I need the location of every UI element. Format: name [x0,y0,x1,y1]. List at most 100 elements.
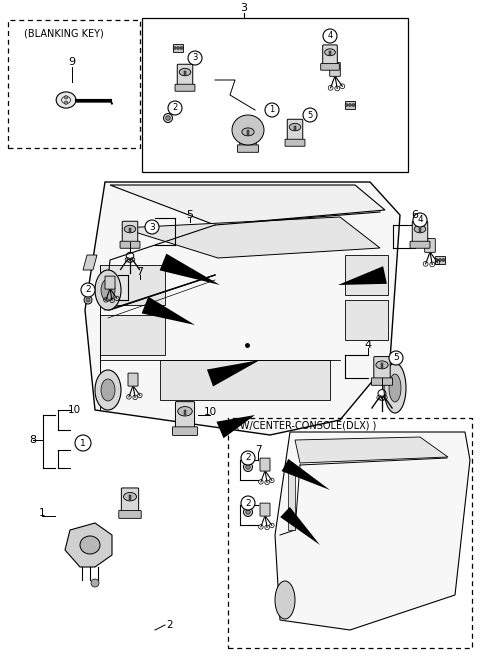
Circle shape [442,258,445,262]
FancyBboxPatch shape [372,378,393,386]
Ellipse shape [376,361,388,369]
Circle shape [435,258,438,262]
Ellipse shape [95,270,121,310]
Ellipse shape [178,407,192,416]
Circle shape [389,351,403,365]
Circle shape [173,47,176,49]
FancyBboxPatch shape [177,64,193,86]
FancyBboxPatch shape [172,427,197,436]
Ellipse shape [101,279,115,301]
Circle shape [145,220,159,234]
Bar [129,228,131,231]
Circle shape [246,465,250,469]
Polygon shape [216,415,255,438]
Polygon shape [282,459,330,490]
Circle shape [348,103,351,107]
Text: 4: 4 [364,340,372,350]
Polygon shape [160,360,330,400]
Circle shape [164,113,172,123]
Bar [184,71,186,74]
Polygon shape [207,360,260,386]
Text: 7: 7 [255,445,261,455]
Circle shape [168,101,182,115]
Text: 5: 5 [393,353,399,362]
FancyBboxPatch shape [120,241,140,248]
FancyBboxPatch shape [260,503,270,516]
Ellipse shape [384,363,406,413]
FancyBboxPatch shape [176,401,194,428]
Circle shape [352,103,355,107]
Bar [228,418,472,648]
Circle shape [241,496,255,510]
FancyBboxPatch shape [425,239,435,252]
Circle shape [91,579,99,587]
Bar [142,18,408,172]
FancyBboxPatch shape [410,241,430,248]
Circle shape [86,298,90,302]
Polygon shape [288,470,295,530]
Text: 1: 1 [39,508,45,518]
Text: 1: 1 [269,105,275,115]
Polygon shape [338,266,387,285]
Polygon shape [142,297,195,325]
Polygon shape [345,300,388,340]
Text: 6: 6 [411,210,419,220]
Bar [8,20,140,148]
Bar [173,44,183,52]
Bar [345,101,355,109]
Bar [435,256,445,264]
Text: 4: 4 [417,215,423,225]
Text: 8: 8 [29,435,36,445]
FancyBboxPatch shape [175,84,195,91]
Ellipse shape [232,115,264,145]
Ellipse shape [289,123,301,130]
FancyBboxPatch shape [128,373,138,386]
Text: 2: 2 [167,620,173,630]
Text: (BLANKING KEY): (BLANKING KEY) [24,29,104,39]
Ellipse shape [95,370,121,410]
Polygon shape [122,217,380,258]
Text: 2: 2 [172,103,178,113]
Bar [294,126,296,130]
Bar [419,228,421,231]
Circle shape [303,108,317,122]
FancyBboxPatch shape [321,64,339,71]
Ellipse shape [242,128,254,136]
FancyBboxPatch shape [238,145,259,152]
Bar [247,130,249,134]
Polygon shape [110,185,385,225]
Text: 7: 7 [136,267,144,277]
Ellipse shape [123,492,136,501]
Circle shape [75,435,91,451]
FancyBboxPatch shape [412,221,428,243]
Ellipse shape [324,49,336,56]
Circle shape [323,29,337,43]
Circle shape [345,103,348,107]
Circle shape [265,103,279,117]
Ellipse shape [414,225,426,233]
Circle shape [188,51,202,65]
Circle shape [64,101,68,105]
Bar [183,409,186,415]
Circle shape [64,96,68,99]
Ellipse shape [56,92,76,108]
FancyBboxPatch shape [260,458,270,471]
Polygon shape [100,315,165,355]
Polygon shape [160,254,220,285]
Ellipse shape [124,225,136,233]
FancyBboxPatch shape [240,124,256,146]
Ellipse shape [389,374,401,402]
FancyBboxPatch shape [285,139,305,146]
FancyBboxPatch shape [323,45,337,65]
FancyBboxPatch shape [122,221,138,243]
Ellipse shape [179,69,191,76]
Circle shape [413,213,427,227]
Circle shape [180,47,183,49]
Bar [129,495,131,500]
Circle shape [241,451,255,465]
Circle shape [177,47,180,49]
FancyBboxPatch shape [105,276,115,289]
Polygon shape [275,432,470,630]
Ellipse shape [80,536,100,554]
Text: 2: 2 [245,498,251,507]
